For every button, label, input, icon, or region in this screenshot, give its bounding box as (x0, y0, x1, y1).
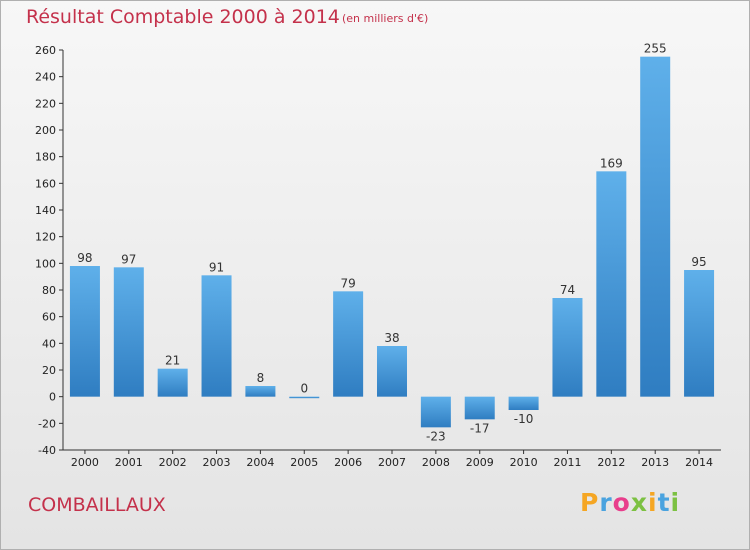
x-tick-label: 2002 (159, 456, 187, 469)
bar (333, 291, 364, 397)
y-tick-label: 120 (35, 231, 56, 244)
y-tick-label: 60 (42, 311, 56, 324)
data-label: 255 (644, 42, 667, 56)
proxiti-logo: Proxiti (580, 488, 680, 517)
x-tick-label: 2007 (378, 456, 406, 469)
y-tick-label: 180 (35, 151, 56, 164)
x-tick-label: 2014 (685, 456, 713, 469)
y-tick-label: 240 (35, 71, 56, 84)
chart-title: Résultat Comptable 2000 à 2014 (26, 6, 340, 28)
y-tick-label: 100 (35, 257, 56, 270)
data-label: 98 (77, 251, 92, 265)
data-label: 21 (165, 354, 180, 368)
bar (684, 270, 715, 397)
data-label: 97 (121, 252, 136, 266)
bar (157, 368, 188, 397)
logo-letter: x (630, 488, 648, 517)
x-tick-label: 2008 (422, 456, 450, 469)
bar (640, 56, 671, 397)
x-tick-label: 2005 (290, 456, 318, 469)
chart-subtitle: (en milliers d'€) (342, 12, 429, 25)
logo-letter: i (670, 488, 681, 517)
x-tick-label: 2012 (597, 456, 625, 469)
y-tick-label: 140 (35, 204, 56, 217)
y-tick-label: 40 (42, 337, 56, 350)
y-tick-label: 220 (35, 97, 56, 110)
bar (113, 267, 144, 397)
data-label: 95 (691, 255, 706, 269)
city-name: COMBAILLAUX (28, 494, 166, 516)
bar (464, 396, 495, 420)
x-tick-label: 2004 (246, 456, 274, 469)
data-label: 38 (384, 331, 399, 345)
data-label: 169 (600, 156, 623, 170)
logo-letter: o (612, 488, 631, 517)
data-label: -23 (426, 429, 446, 443)
data-label: -17 (470, 421, 490, 435)
data-label: 91 (209, 260, 224, 274)
x-tick-label: 2000 (71, 456, 99, 469)
x-tick-label: 2011 (553, 456, 581, 469)
bar (289, 396, 320, 399)
bar (377, 346, 407, 397)
logo-letter: i (648, 488, 658, 517)
logo-letter: P (580, 488, 600, 517)
data-label: 0 (300, 382, 308, 396)
bar (508, 396, 539, 410)
y-tick-label: 80 (42, 284, 56, 297)
bar (245, 386, 276, 397)
x-tick-label: 2006 (334, 456, 362, 469)
y-tick-label: 20 (42, 364, 56, 377)
data-label: 74 (560, 283, 575, 297)
bar (69, 266, 100, 397)
data-label: 79 (340, 276, 355, 290)
data-label: -10 (514, 412, 534, 426)
bar (201, 275, 232, 397)
bar (552, 298, 583, 397)
y-tick-label: 0 (49, 391, 56, 404)
x-tick-label: 2001 (115, 456, 143, 469)
logo-letter: t (657, 488, 671, 517)
bar (420, 396, 451, 428)
data-label: 8 (257, 371, 265, 385)
logo-letter: r (599, 488, 613, 517)
y-tick-label: -20 (38, 417, 56, 430)
x-tick-label: 2013 (641, 456, 669, 469)
y-tick-label: 160 (35, 177, 56, 190)
y-tick-label: 260 (35, 44, 56, 57)
y-tick-label: -40 (38, 444, 56, 457)
y-tick-label: 200 (35, 124, 56, 137)
bar (596, 171, 627, 397)
x-tick-label: 2010 (510, 456, 538, 469)
x-tick-label: 2009 (466, 456, 494, 469)
x-tick-label: 2003 (203, 456, 231, 469)
